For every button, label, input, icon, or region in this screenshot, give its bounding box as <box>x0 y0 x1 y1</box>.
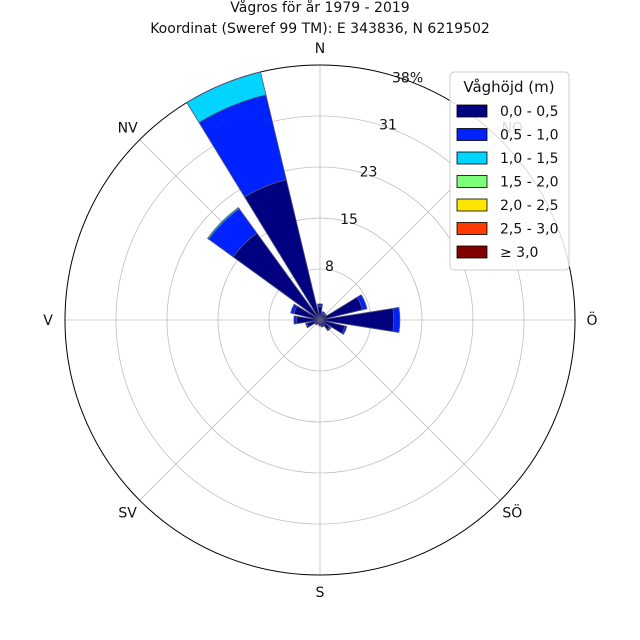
chart-title: Vågros för år 1979 - 2019 <box>230 0 409 16</box>
legend-swatch <box>456 198 488 212</box>
sector-bar <box>321 325 325 328</box>
sector-bar <box>323 312 328 317</box>
direction-label: S <box>316 585 325 601</box>
direction-label: V <box>43 313 53 329</box>
legend-swatch <box>456 245 488 259</box>
radial-tick-labels: 8 15 23 31 38% <box>325 70 423 274</box>
legend-label: 0,0 - 0,5 <box>500 104 558 120</box>
legend-swatch <box>456 104 488 118</box>
sector-bar <box>314 322 318 326</box>
legend-swatch <box>456 222 488 235</box>
grid-spoke <box>139 319 321 501</box>
direction-label: SV <box>118 505 137 521</box>
sector-bar <box>356 294 368 311</box>
radial-tick-label: 23 <box>360 165 378 181</box>
outer-circle <box>64 64 576 576</box>
legend-entries: 0,0 - 0,5 0,5 - 1,0 1,0 - 1,5 1,5 - 2,0 2,0 … <box>456 104 558 261</box>
radial-tick-label: 15 <box>340 212 358 228</box>
legend: Våghöjd (m) 0,0 - 0,5 0,5 - 1,0 1,0 - 1,5 1… <box>449 71 570 271</box>
legend-title: Våghöjd (m) <box>463 78 554 96</box>
legend-label: ≥ 3,0 <box>500 245 538 261</box>
sector-bar <box>305 322 310 329</box>
direction-label: Ö <box>586 311 597 329</box>
legend-swatch <box>456 151 488 165</box>
legend-label: 2,5 - 3,0 <box>500 222 558 238</box>
legend-label: 1,0 - 1,5 <box>500 151 558 167</box>
sector-bar <box>392 307 401 333</box>
legend-label: 0,5 - 1,0 <box>500 128 558 144</box>
radial-tick-label: 31 <box>379 118 397 134</box>
sector-bar <box>207 207 240 240</box>
direction-label: N <box>315 41 325 57</box>
radial-tick-label: 8 <box>325 259 334 275</box>
grid-spoke <box>319 319 501 501</box>
legend-label: 1,5 - 2,0 <box>500 175 558 191</box>
legend-swatch <box>456 128 488 141</box>
sector-bar <box>321 311 326 315</box>
sector-bar <box>318 324 322 327</box>
legend-swatch <box>456 175 488 188</box>
sector-bar <box>326 326 332 332</box>
sector-bar <box>317 303 323 308</box>
direction-label: NV <box>118 121 138 137</box>
sector-bar <box>290 303 298 315</box>
direction-label: SÖ <box>502 503 522 521</box>
chart-subtitle: Koordinat (Sweref 99 TM): E 343836, N 62… <box>150 21 490 37</box>
sector-bar <box>341 325 348 335</box>
sector-bar <box>293 315 298 325</box>
sector-bars <box>186 71 401 335</box>
legend-box <box>449 71 570 271</box>
legend-label: 2,0 - 2,5 <box>500 198 558 214</box>
sector-bar <box>186 71 261 103</box>
radial-tick-label: 38% <box>392 70 423 86</box>
